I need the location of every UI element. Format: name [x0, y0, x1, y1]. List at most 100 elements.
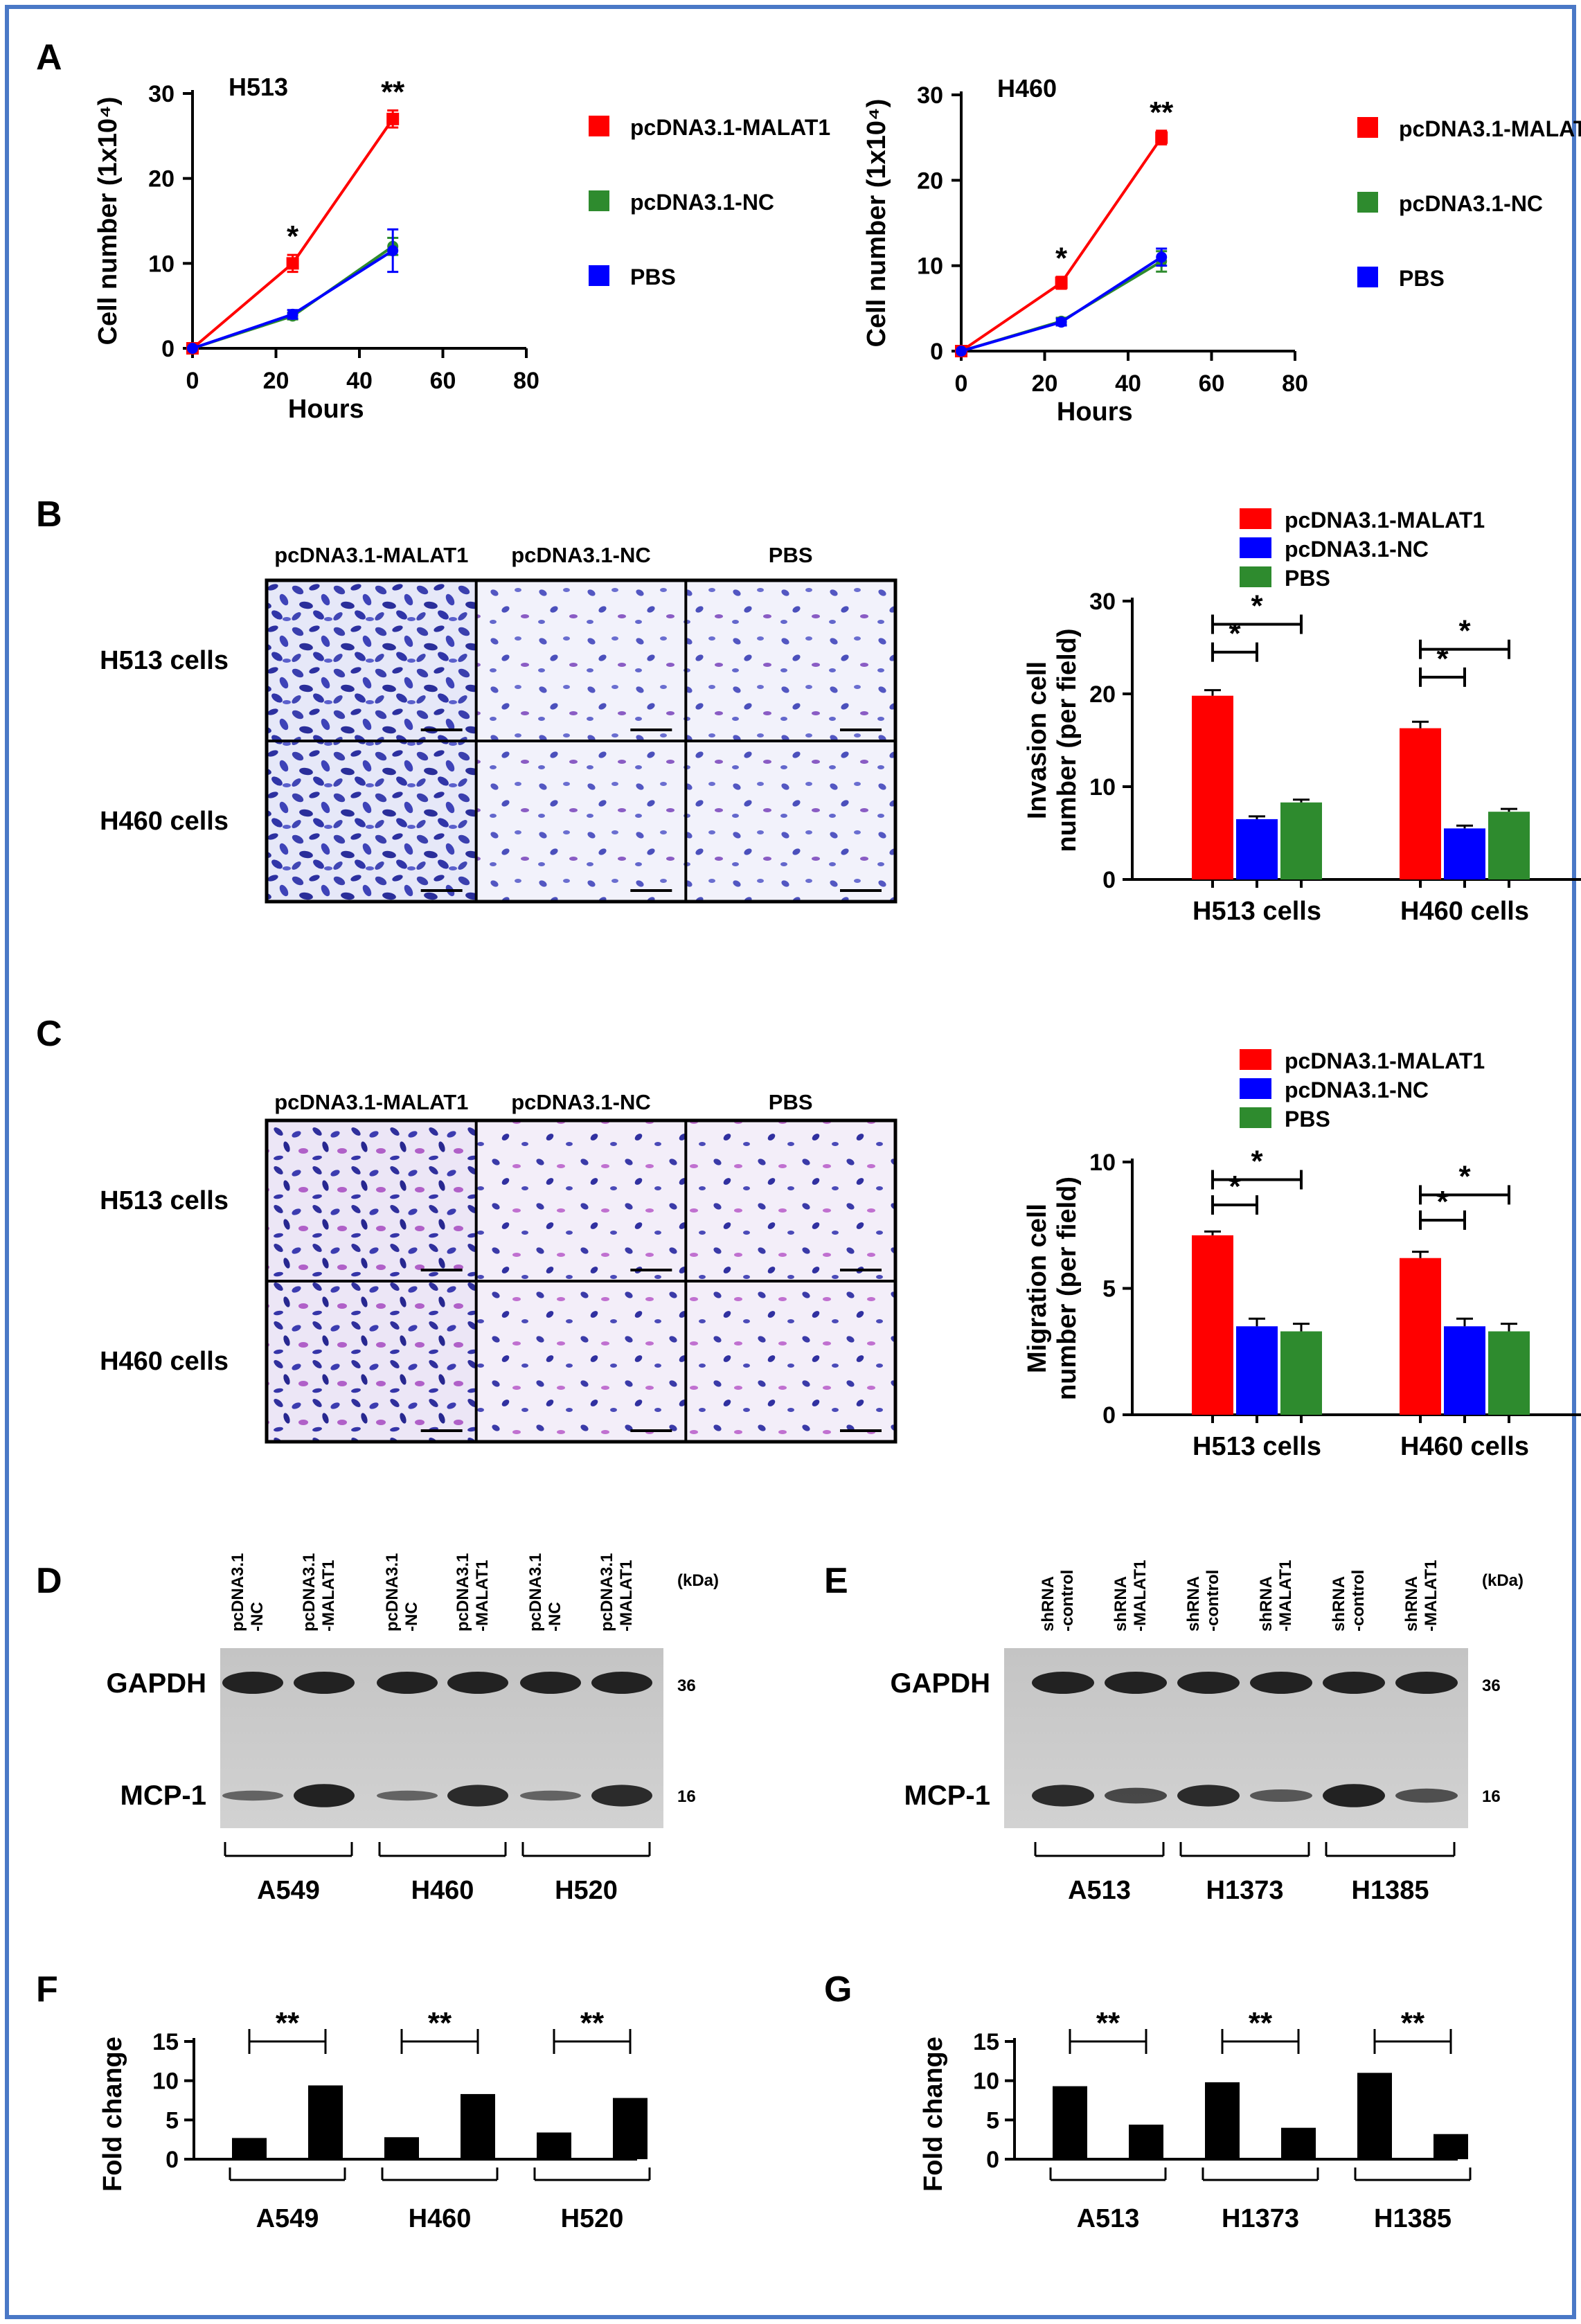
row-label: GAPDH — [891, 1668, 990, 1699]
y-tick-label: 30 — [917, 82, 943, 109]
chart-B: 0 10 20 30 Invasion cell number (per field) H5… — [1023, 508, 1581, 926]
lane-label: -NC — [546, 1602, 564, 1632]
legend-label: pcDNA3.1-MALAT1 — [630, 115, 830, 140]
chart-G: 0 5 10 15 Fold change ** A513 ** H1373 ** H1385 — [919, 2006, 1472, 2233]
bar — [1129, 2125, 1163, 2159]
lane-label: pcDNA3.1 — [383, 1553, 402, 1632]
category-label: H513 cells — [1193, 1432, 1321, 1461]
y-tick-label: 10 — [973, 2068, 999, 2095]
category-label: H1385 — [1374, 2204, 1452, 2233]
band-gapdh — [1177, 1672, 1240, 1694]
data-point — [1156, 251, 1168, 263]
blot-membrane — [220, 1648, 663, 1828]
significance-mark: * — [1251, 1145, 1263, 1179]
legend-swatch — [1240, 1078, 1271, 1099]
bar — [1444, 1326, 1485, 1415]
bar — [1488, 1331, 1530, 1415]
y-tick-label: 30 — [148, 81, 175, 107]
band-mcp1 — [1323, 1784, 1385, 1807]
lane-label: shRNA — [1257, 1576, 1276, 1632]
lane-label: shRNA — [1184, 1576, 1203, 1632]
y-tick-label: 20 — [148, 166, 175, 193]
lane-label: pcDNA3.1 — [526, 1553, 545, 1632]
band-mcp1 — [1032, 1785, 1094, 1807]
chart-C: 0 5 10 Migration cell number (per field) H513… — [1023, 1048, 1581, 1461]
legend-swatch — [589, 265, 609, 286]
lane-label: -MALAT1 — [473, 1559, 492, 1632]
x-tick-label: 0 — [955, 370, 968, 397]
significance-mark: * — [1251, 589, 1263, 623]
legend-label: PBS — [1285, 566, 1330, 591]
bar — [1400, 728, 1441, 879]
micro-row-label: H513 cells — [100, 646, 229, 675]
bar — [308, 2085, 343, 2159]
legend-swatch — [1240, 508, 1271, 529]
y-tick-label: 10 — [1089, 1150, 1116, 1176]
y-tick-label: 0 — [161, 336, 175, 362]
x-tick-label: 80 — [1282, 370, 1308, 397]
bar — [1433, 2134, 1468, 2159]
significance-mark: * — [1436, 642, 1449, 676]
bar — [1280, 802, 1322, 879]
band-gapdh — [520, 1672, 581, 1694]
y-tick-label: 10 — [1089, 774, 1116, 801]
micrograph — [476, 741, 686, 902]
significance-mark: ** — [428, 2006, 452, 2040]
y-axis-label: Fold change — [919, 2037, 948, 2192]
significance-mark: * — [1458, 1159, 1471, 1193]
x-tick-label: 80 — [513, 368, 539, 394]
y-axis-label: Cell number (1x10⁴) — [93, 97, 123, 346]
lane-label: -control — [1058, 1570, 1077, 1632]
y-tick-label: 0 — [1102, 1402, 1116, 1429]
band-gapdh — [447, 1672, 508, 1694]
lane-label: -MALAT1 — [1131, 1559, 1150, 1632]
chart-F: 0 5 10 15 Fold change ** A549 ** H460 ** H520 — [98, 2006, 651, 2233]
kda-value: 36 — [1482, 1677, 1501, 1695]
chart-A-H460: 0 10 20 30 0 20 40 60 80 Hours Cell number (1x10⁴)… — [862, 74, 1581, 427]
band-mcp1 — [591, 1785, 652, 1807]
micrograph — [686, 741, 895, 902]
bar — [461, 2093, 495, 2159]
panel-letter-A: A — [36, 37, 62, 78]
micrographs-B: pcDNA3.1-MALAT1 pcDNA3.1-NC PBS H513 cells H… — [100, 543, 897, 904]
band-mcp1 — [1250, 1789, 1312, 1802]
lane-label: -NC — [402, 1602, 421, 1632]
lane-label: shRNA — [1330, 1576, 1348, 1632]
bar — [1281, 2127, 1316, 2159]
figure-border — [5, 5, 1576, 2319]
panel-letter-E: E — [824, 1561, 848, 1601]
significance-mark: * — [1458, 614, 1471, 648]
data-point — [187, 343, 198, 354]
lane-label: -MALAT1 — [1276, 1559, 1295, 1632]
micrograph — [267, 580, 476, 741]
lane-label: -control — [1349, 1570, 1368, 1632]
data-point — [956, 346, 967, 357]
significance-mark: * — [1055, 242, 1068, 276]
band-gapdh — [1395, 1672, 1458, 1694]
bar — [1488, 812, 1530, 879]
panel-letter-G: G — [824, 1969, 852, 2010]
lane-label: pcDNA3.1 — [454, 1553, 472, 1632]
chart-title: H513 — [229, 73, 288, 101]
band-gapdh — [377, 1672, 438, 1694]
bar — [613, 2098, 647, 2159]
data-point — [286, 257, 299, 270]
band-gapdh — [591, 1672, 652, 1694]
micrograph — [267, 1120, 476, 1281]
row-label: GAPDH — [107, 1668, 206, 1699]
band-gapdh — [222, 1672, 283, 1694]
group-label: H460 — [411, 1876, 474, 1905]
micro-col-label: pcDNA3.1-MALAT1 — [274, 1090, 468, 1114]
kda-label: (kDa) — [1482, 1571, 1524, 1590]
y-tick-label: 20 — [1089, 681, 1116, 708]
y-tick-label: 15 — [973, 2029, 999, 2055]
y-tick-label: 10 — [152, 2068, 179, 2095]
category-label: H460 cells — [1400, 897, 1529, 926]
x-tick-label: 60 — [1199, 370, 1225, 397]
micro-row-label: H460 cells — [100, 1347, 229, 1376]
bar — [1053, 2086, 1087, 2159]
kda-value: 16 — [1482, 1787, 1501, 1806]
significance-mark: ** — [580, 2006, 605, 2040]
lane-label: pcDNA3.1 — [229, 1553, 247, 1632]
bar — [1444, 828, 1485, 879]
